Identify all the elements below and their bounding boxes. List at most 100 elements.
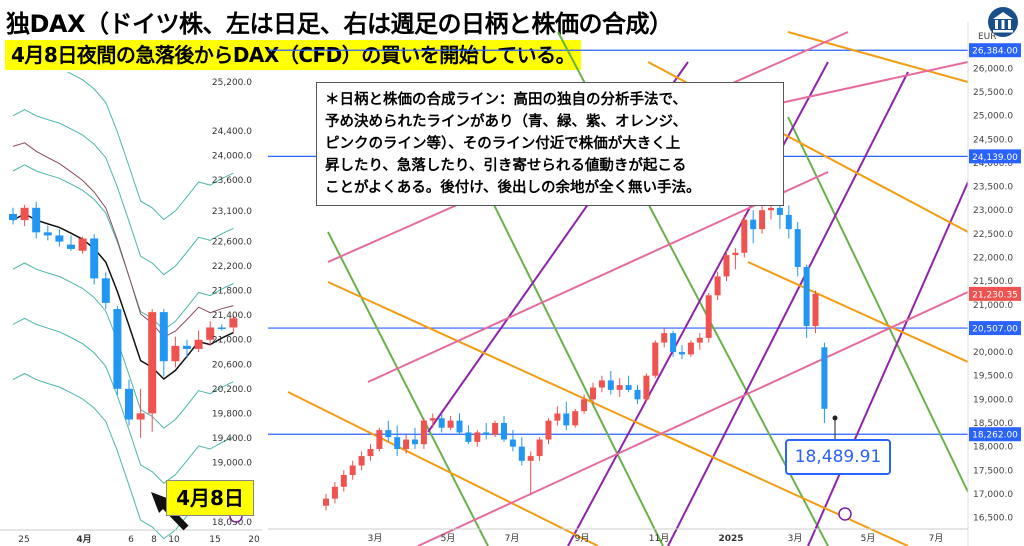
price-level-label: 18,262.00 [972, 431, 1018, 441]
bollinger-bands [12, 72, 234, 540]
candle-body [331, 486, 338, 499]
candle-body [696, 337, 703, 343]
weekly-time-axis: 3月 5月 7月 9月 11月 2025 3月 5月 7月 [268, 528, 968, 544]
candle-body [554, 413, 561, 421]
envelope-line [12, 317, 234, 484]
candle-body [652, 342, 659, 376]
price-tick-label: 26,000.0 [973, 64, 1013, 74]
candle-body [509, 439, 516, 447]
candle-body [483, 432, 490, 435]
candle-body [367, 448, 374, 457]
time-price-line [787, 31, 968, 83]
method-note-line: ピンクのライン等）、そのライン付近で株価が大きく上 [325, 136, 681, 152]
weekly-candles [323, 188, 828, 511]
candle-body [340, 474, 347, 487]
candle-body [741, 219, 748, 253]
candle-body [171, 345, 180, 362]
time-tick-label: 11月 [649, 533, 669, 544]
candle-body [590, 387, 596, 400]
price-level-badge [969, 43, 1021, 58]
candle-body [759, 210, 766, 230]
candle-body [32, 207, 41, 233]
candle-body [625, 385, 632, 390]
price-tick-label: 22,500.0 [973, 230, 1013, 240]
price-tick-label: 25,500.0 [973, 88, 1013, 98]
price-tick-label: 22,200.0 [212, 262, 252, 272]
candle-body [492, 422, 499, 435]
candle-body [465, 432, 472, 442]
candle-body [447, 420, 454, 428]
price-tick-label: 25,000.0 [973, 112, 1013, 122]
time-price-line [327, 231, 489, 546]
candle-body [376, 430, 383, 449]
method-note-line: ことがよくある。後付け、後出しの余地が全く無い手法。 [325, 180, 701, 196]
candle-body [438, 418, 445, 428]
slow-average-line [12, 142, 234, 338]
time-tick-label: 8 [151, 535, 157, 545]
price-tick-label: 23,500.0 [973, 183, 1013, 193]
price-tick-label: 24,500.0 [973, 135, 1013, 145]
candle-body [536, 439, 543, 457]
price-tick-label: 16,500.0 [973, 514, 1013, 524]
time-tick-label: 25 [18, 535, 29, 545]
candle-body [159, 312, 168, 362]
method-note-line: 予め決められたラインがあり（青、緑、紫、オレンジ、 [325, 114, 688, 130]
candle-body [501, 422, 507, 440]
method-note: ＊日柄と株価の合成ライン：高田の独自の分析手法で、 予め決められたラインがあり（青… [316, 82, 784, 206]
candle-body [385, 430, 392, 438]
price-tick-label: 24,000.0 [973, 159, 1013, 169]
price-level-label: 24,139.00 [972, 153, 1018, 163]
time-price-line [807, 181, 968, 546]
candle-body [113, 309, 122, 389]
candle-body [812, 293, 819, 327]
time-tick-label: 9月 [575, 533, 590, 544]
daily-time-axis: 25 4月 6 8 10 15 20 [0, 529, 262, 545]
candle-body [572, 411, 579, 426]
time-tick-label: 7月 [505, 533, 520, 544]
price-level-label: 21,230.35 [972, 290, 1018, 300]
price-tick-label: 21,000.0 [973, 301, 1013, 311]
price-callout: 18,489.91 [785, 439, 891, 475]
time-price-line [747, 261, 968, 363]
envelope-line [66, 72, 234, 221]
envelope-line [12, 164, 234, 331]
arrow-head-icon [151, 492, 172, 513]
bank-logo-icon [988, 7, 1018, 37]
price-tick-label: 19,000.0 [212, 458, 252, 468]
candle-body [67, 244, 75, 249]
time-tick-label: 3月 [788, 533, 803, 544]
candle-body [20, 207, 29, 221]
time-tick-label: 6 [128, 535, 134, 545]
price-tick-label: 23,600.0 [212, 176, 252, 186]
candle-body [661, 333, 668, 343]
time-price-line [667, 71, 909, 546]
price-tick-label: 19,800.0 [212, 409, 252, 419]
candle-body [670, 333, 677, 353]
candle-body [101, 278, 110, 303]
time-price-line [367, 171, 829, 383]
time-tick-label: 3月 [368, 533, 383, 544]
price-tick-label: 19,400.0 [212, 434, 252, 444]
method-note-line: 昇したり、急落したり、引き寄せられる値動きが起こる [325, 158, 687, 174]
time-price-line [787, 116, 968, 493]
candle-body [43, 232, 52, 236]
price-level-badge [969, 427, 1021, 442]
candle-body [148, 312, 157, 414]
price-tick-label: 22,000.0 [973, 253, 1013, 263]
candle-body [768, 207, 774, 211]
currency-label: EUR [978, 32, 997, 42]
candle-body [518, 446, 525, 461]
price-tick-label: 23,000.0 [973, 206, 1013, 216]
candle-body [821, 347, 828, 409]
candle-body [394, 437, 401, 449]
candle-body [750, 219, 757, 230]
candle-body [794, 229, 801, 267]
candle-body [803, 266, 810, 327]
candle-body [183, 345, 191, 349]
price-tick-label: 19,000.0 [973, 395, 1013, 405]
price-level-badge [969, 149, 1021, 164]
daily-price-axis: 25,200.0 24,400.0 24,000.0 23,600.0 23,100.0… [212, 78, 252, 528]
flash-icon [838, 507, 852, 521]
candle-body [598, 380, 605, 388]
candle-body [527, 456, 534, 461]
